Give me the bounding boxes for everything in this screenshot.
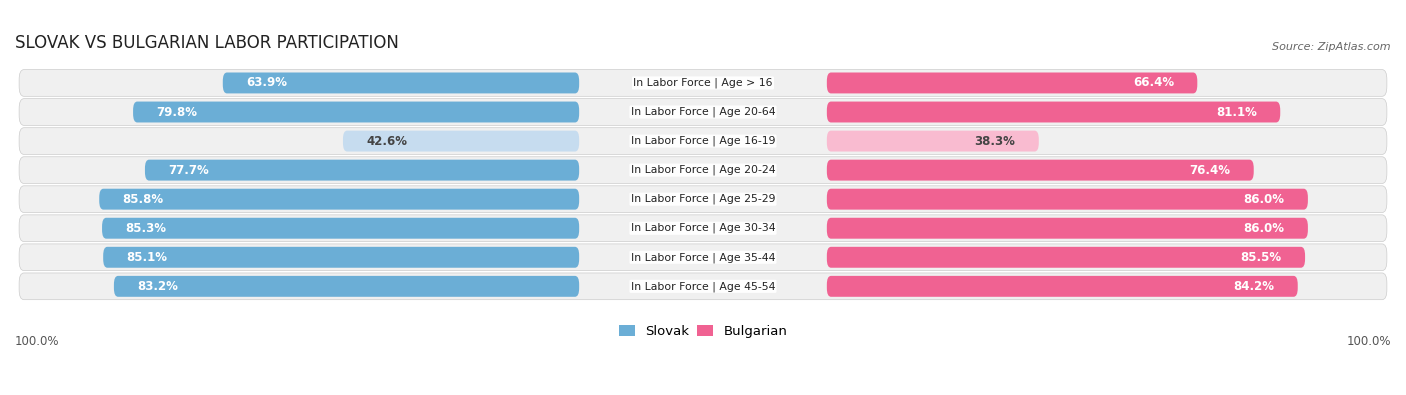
Text: 86.0%: 86.0% [1243, 193, 1285, 206]
FancyBboxPatch shape [114, 276, 579, 297]
FancyBboxPatch shape [20, 244, 1386, 271]
Text: 85.1%: 85.1% [127, 251, 167, 264]
FancyBboxPatch shape [827, 102, 1281, 122]
Text: 42.6%: 42.6% [367, 135, 408, 148]
FancyBboxPatch shape [20, 186, 1386, 213]
Text: In Labor Force | Age 35-44: In Labor Force | Age 35-44 [631, 252, 775, 263]
Text: In Labor Force | Age 16-19: In Labor Force | Age 16-19 [631, 136, 775, 146]
FancyBboxPatch shape [100, 189, 579, 210]
FancyBboxPatch shape [103, 218, 579, 239]
Legend: Slovak, Bulgarian: Slovak, Bulgarian [619, 325, 787, 338]
Text: In Labor Force | Age 45-54: In Labor Force | Age 45-54 [631, 281, 775, 292]
FancyBboxPatch shape [20, 157, 1386, 184]
Text: 63.9%: 63.9% [246, 77, 287, 89]
FancyBboxPatch shape [343, 131, 579, 152]
FancyBboxPatch shape [827, 218, 1308, 239]
Text: 85.8%: 85.8% [122, 193, 163, 206]
Text: In Labor Force | Age 25-29: In Labor Force | Age 25-29 [631, 194, 775, 205]
Text: 77.7%: 77.7% [169, 164, 209, 177]
Text: 38.3%: 38.3% [974, 135, 1015, 148]
Text: 79.8%: 79.8% [156, 105, 197, 118]
FancyBboxPatch shape [20, 215, 1386, 242]
Text: 100.0%: 100.0% [1347, 335, 1391, 348]
Text: In Labor Force | Age 20-64: In Labor Force | Age 20-64 [631, 107, 775, 117]
FancyBboxPatch shape [827, 131, 1039, 152]
FancyBboxPatch shape [20, 128, 1386, 154]
Text: 66.4%: 66.4% [1133, 77, 1174, 89]
Text: In Labor Force | Age 20-24: In Labor Force | Age 20-24 [631, 165, 775, 175]
FancyBboxPatch shape [827, 189, 1308, 210]
Text: 83.2%: 83.2% [138, 280, 179, 293]
Text: 76.4%: 76.4% [1189, 164, 1230, 177]
Text: In Labor Force | Age 30-34: In Labor Force | Age 30-34 [631, 223, 775, 233]
Text: 81.1%: 81.1% [1216, 105, 1257, 118]
Text: In Labor Force | Age > 16: In Labor Force | Age > 16 [633, 78, 773, 88]
FancyBboxPatch shape [145, 160, 579, 181]
FancyBboxPatch shape [20, 70, 1386, 96]
FancyBboxPatch shape [222, 73, 579, 94]
Text: 85.3%: 85.3% [125, 222, 166, 235]
Text: Source: ZipAtlas.com: Source: ZipAtlas.com [1272, 42, 1391, 53]
Text: 100.0%: 100.0% [15, 335, 59, 348]
FancyBboxPatch shape [20, 99, 1386, 125]
FancyBboxPatch shape [827, 160, 1254, 181]
FancyBboxPatch shape [827, 247, 1305, 268]
FancyBboxPatch shape [20, 273, 1386, 300]
Text: 85.5%: 85.5% [1240, 251, 1282, 264]
FancyBboxPatch shape [827, 276, 1298, 297]
Text: 86.0%: 86.0% [1243, 222, 1285, 235]
FancyBboxPatch shape [134, 102, 579, 122]
FancyBboxPatch shape [827, 73, 1198, 94]
FancyBboxPatch shape [103, 247, 579, 268]
Text: SLOVAK VS BULGARIAN LABOR PARTICIPATION: SLOVAK VS BULGARIAN LABOR PARTICIPATION [15, 34, 399, 53]
Text: 84.2%: 84.2% [1233, 280, 1274, 293]
